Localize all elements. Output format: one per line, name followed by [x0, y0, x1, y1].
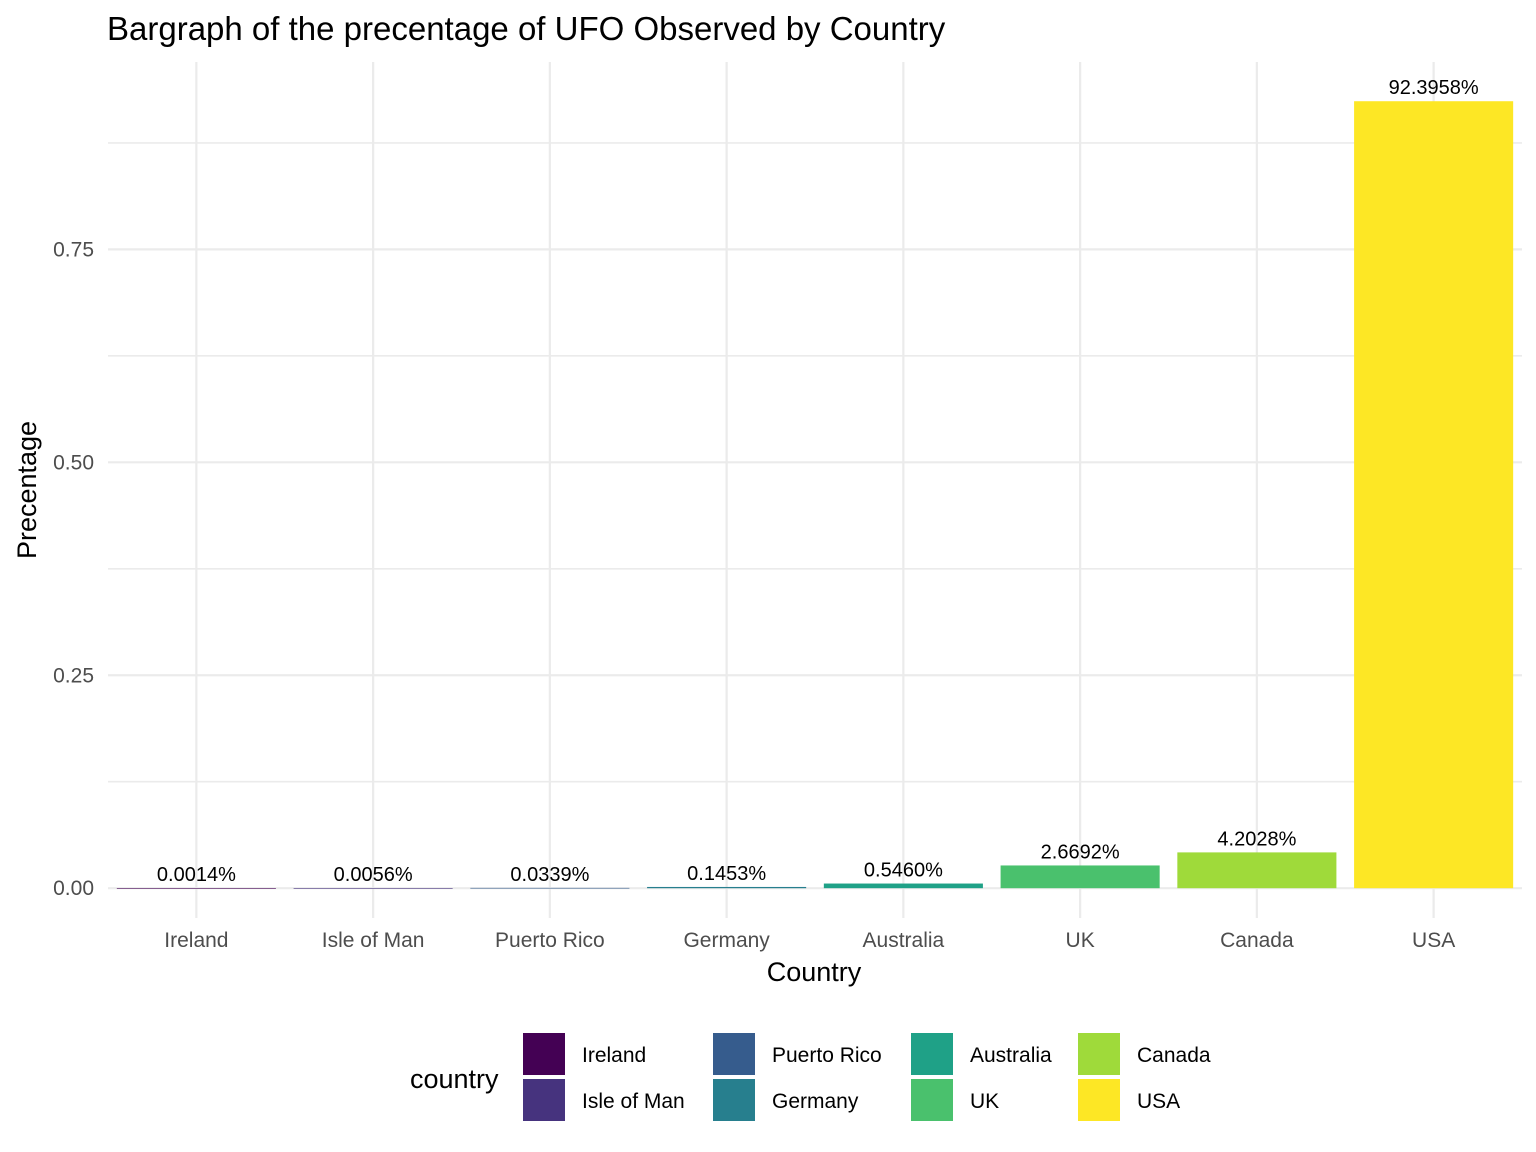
- bars: [116, 101, 1514, 889]
- legend-swatch: [1078, 1079, 1120, 1121]
- x-axis-tick-labels: Ireland Isle of Man Puerto Rico Germany Aust…: [164, 929, 1455, 952]
- y-tick-label: 0.00: [53, 877, 94, 900]
- y-axis-tick-labels: 0.00 0.25 0.50 0.75: [53, 238, 94, 900]
- bar-value-label: 0.5460%: [864, 860, 943, 882]
- x-axis-title: Country: [767, 957, 862, 987]
- y-tick-label: 0.50: [53, 451, 94, 474]
- legend-swatch: [523, 1079, 565, 1121]
- bar: [1354, 101, 1514, 889]
- legend-label: Canada: [1137, 1044, 1211, 1067]
- x-tick-label: Australia: [863, 929, 945, 952]
- legend-swatch: [523, 1033, 565, 1075]
- bar: [470, 887, 630, 889]
- bar: [1177, 852, 1337, 889]
- legend-label: Australia: [970, 1044, 1052, 1067]
- bar-value-label: 2.6692%: [1041, 841, 1120, 863]
- bar: [647, 886, 807, 889]
- x-tick-label: USA: [1412, 929, 1455, 952]
- y-axis-title: Precentage: [12, 421, 42, 559]
- bar-value-label: 4.2028%: [1217, 828, 1296, 850]
- legend-swatch: [911, 1079, 953, 1121]
- bar-data-labels: 0.0014% 0.0056% 0.0339% 0.1453% 0.5460% 2.669…: [157, 77, 1479, 886]
- legend-label: Puerto Rico: [772, 1044, 882, 1067]
- y-tick-label: 0.25: [53, 664, 94, 687]
- legend-label: UK: [970, 1090, 999, 1113]
- bar: [293, 888, 453, 889]
- legend-label: Ireland: [582, 1044, 646, 1067]
- legend-label: USA: [1137, 1090, 1180, 1113]
- legend-swatch: [713, 1079, 755, 1121]
- bar-value-label: 0.0339%: [510, 864, 589, 886]
- legend-label: Isle of Man: [582, 1090, 685, 1113]
- x-tick-label: Canada: [1220, 929, 1294, 952]
- x-tick-label: Puerto Rico: [495, 929, 605, 952]
- x-tick-label: Ireland: [164, 929, 228, 952]
- legend-label: Germany: [772, 1090, 859, 1113]
- bar-value-label: 0.0014%: [157, 864, 236, 886]
- chart-title: Bargraph of the precentage of UFO Observ…: [107, 10, 946, 47]
- legend-swatch: [713, 1033, 755, 1075]
- bar: [116, 888, 276, 889]
- x-tick-label: UK: [1066, 929, 1095, 952]
- legend-title: country: [410, 1064, 499, 1094]
- bar-value-label: 0.1453%: [687, 863, 766, 885]
- bar: [1000, 865, 1160, 889]
- bar-value-label: 92.3958%: [1389, 77, 1479, 99]
- legend-swatch: [1078, 1033, 1120, 1075]
- legend: country Ireland Isle of Man Puerto Rico Ger…: [410, 1033, 1211, 1121]
- legend-items: Ireland Isle of Man Puerto Rico Germany Aust…: [523, 1033, 1211, 1121]
- bar-value-label: 0.0056%: [334, 864, 413, 886]
- bar: [823, 883, 983, 889]
- x-tick-label: Isle of Man: [322, 929, 425, 952]
- grid-lines: [108, 62, 1522, 918]
- legend-swatch: [911, 1033, 953, 1075]
- x-tick-label: Germany: [683, 929, 770, 952]
- y-tick-label: 0.75: [53, 238, 94, 261]
